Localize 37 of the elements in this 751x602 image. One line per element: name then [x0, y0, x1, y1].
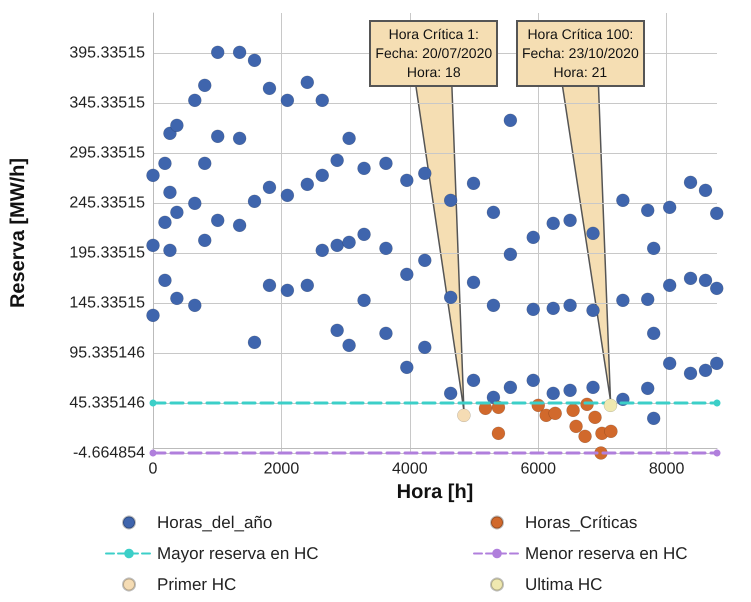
point	[604, 424, 618, 438]
x-tick-label: 6000	[520, 460, 556, 478]
point	[588, 410, 602, 424]
point	[150, 400, 156, 406]
point	[150, 450, 156, 456]
legend-label: Primer HC	[157, 575, 236, 594]
x-tick-label: 2000	[264, 460, 300, 478]
y-tick-label: 245.33515	[69, 194, 146, 212]
legend-label: Mayor reserva en HC	[157, 544, 319, 563]
point	[604, 398, 618, 412]
y-tick-label: 295.33515	[69, 144, 146, 162]
x-tick-label: 0	[148, 460, 158, 478]
y-tick-label: 45.335146	[69, 394, 146, 412]
y-tick-label: 395.33515	[69, 44, 146, 62]
y-tick-label: 95.335146	[69, 344, 146, 362]
legend-label: Ultima HC	[525, 575, 602, 594]
point	[548, 406, 562, 420]
point	[578, 430, 592, 444]
annotation: Hora Crítica 1: Fecha: 20/07/2020 Hora: 18	[369, 20, 498, 87]
x-axis-title: Hora [h]	[396, 480, 474, 503]
y-tick-label: 145.33515	[69, 294, 146, 312]
legend-label: Horas_del_año	[157, 513, 272, 532]
y-tick-label: 195.33515	[69, 244, 146, 262]
point	[714, 450, 720, 456]
x-tick-label: 8000	[648, 460, 685, 478]
x-tick-label: 4000	[392, 460, 428, 478]
legend-label: Menor reserva en HC	[525, 544, 688, 563]
point	[492, 426, 506, 440]
point	[566, 404, 580, 418]
annotation: Hora Crítica 100: Fecha: 23/10/2020 Hora: 21	[516, 20, 645, 87]
y-tick-label: 345.33515	[69, 94, 146, 112]
y-tick-label: -4.664854	[72, 444, 146, 462]
legend-label: Horas_Críticas	[525, 513, 638, 532]
point	[569, 420, 583, 434]
point	[714, 400, 720, 406]
point	[457, 408, 471, 422]
y-axis-title: Reserva [MW/h]	[7, 158, 29, 308]
